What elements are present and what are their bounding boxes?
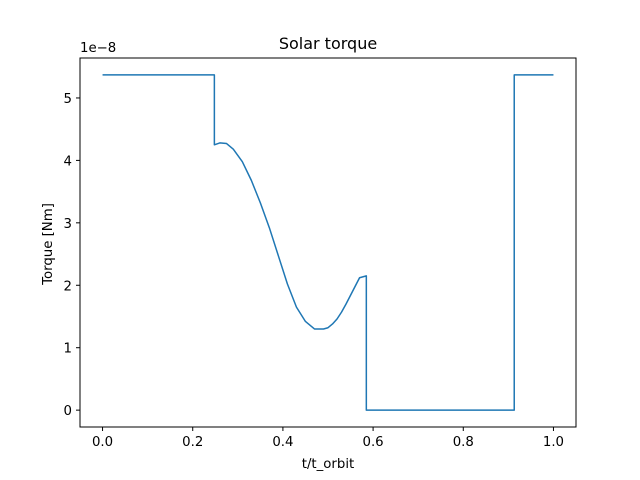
x-tick-label: 1.0	[543, 435, 564, 450]
x-tick-label: 0.6	[363, 435, 384, 450]
torque-series-line	[102, 74, 554, 411]
x-tick-label: 0.4	[272, 435, 293, 450]
x-axis-label: t/t_orbit	[302, 457, 355, 472]
plot-area	[102, 74, 554, 411]
x-tick-label: 0.2	[182, 435, 203, 450]
x-axis: 0.0 0.2 0.4 0.6 0.8 1.0	[92, 427, 564, 450]
y-tick-label: 2	[64, 279, 72, 294]
chart-title: Solar torque	[279, 34, 377, 53]
y-tick-label: 1	[64, 342, 72, 357]
y-axis: 0 1 2 3 4 5	[64, 92, 80, 419]
x-tick-label: 0.0	[92, 435, 113, 450]
plot-frame	[79, 57, 577, 428]
y-axis-label: Torque [Nm]	[41, 203, 56, 286]
y-axis-offset-label: 1e−8	[80, 41, 116, 56]
x-tick-label: 0.8	[453, 435, 474, 450]
y-tick-label: 5	[64, 92, 72, 107]
y-tick-label: 4	[64, 154, 72, 169]
y-tick-label: 3	[64, 217, 72, 232]
y-tick-label: 0	[64, 404, 72, 419]
